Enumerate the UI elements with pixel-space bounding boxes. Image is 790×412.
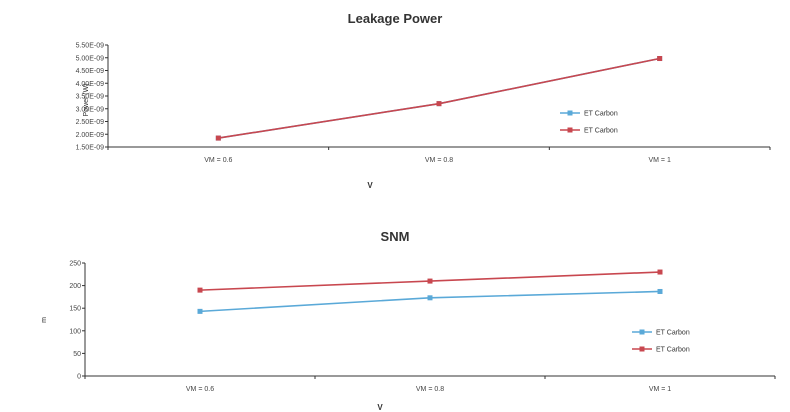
y-tick-label: 3.00E-09 <box>76 106 105 113</box>
data-point <box>657 288 663 294</box>
y-axis-label: Power (W) <box>83 83 90 116</box>
y-tick-label: 250 <box>69 261 81 268</box>
legend-label: ET Carbon <box>584 111 618 118</box>
y-tick-label: 150 <box>69 306 81 313</box>
data-point <box>657 269 663 275</box>
leakage-power-chart: Leakage Power 1.50E-09 2.00E-09 2.50E-09 3.… <box>0 0 790 200</box>
x-tick-label: VM = 0.8 <box>416 386 444 393</box>
legend-marker <box>567 127 573 133</box>
legend-marker <box>639 329 645 335</box>
legend-marker <box>639 346 645 352</box>
legend-label: ET Carbon <box>584 128 618 135</box>
x-tick-label: VM = 1 <box>649 386 671 393</box>
x-tick-label: VM = 0.6 <box>204 157 232 164</box>
legend-marker <box>567 110 573 116</box>
x-tick-label: VM = 0.6 <box>186 386 214 393</box>
x-axis-label: V <box>377 403 383 412</box>
series-line <box>199 290 661 313</box>
y-tick-label: 50 <box>73 351 81 358</box>
chart-title: Leakage Power <box>347 11 443 26</box>
y-tick-label: 2.00E-09 <box>76 132 105 139</box>
data-point <box>427 278 433 284</box>
legend-label: ET Carbon <box>656 347 690 354</box>
chart-title: SNM <box>380 229 410 244</box>
y-tick-label: 4.50E-09 <box>76 68 105 75</box>
leakage-power-plot: 1.50E-09 2.00E-09 2.50E-09 3.00E-09 3.50E-09… <box>76 43 771 190</box>
series-line <box>218 57 660 139</box>
snm-chart: SNM 0 50 100 150 200 250 VM = 0.6 VM = 0.8 VM = … <box>0 222 790 412</box>
y-tick-label: 2.50E-09 <box>76 119 105 126</box>
y-tick-label: 100 <box>69 328 81 335</box>
data-point <box>197 287 203 293</box>
data-point <box>197 308 203 314</box>
y-tick-label: 4.00E-09 <box>76 81 105 88</box>
y-tick-label: 5.00E-09 <box>76 55 105 62</box>
x-tick-label: VM = 1 <box>648 157 670 164</box>
x-axis-label: V <box>367 181 373 190</box>
data-point <box>427 295 433 301</box>
snm-plot: 0 50 100 150 200 250 VM = 0.6 VM = 0.8 VM = 1 Vm E… <box>41 261 776 412</box>
y-axis-label: m <box>41 317 48 323</box>
data-point <box>436 101 442 107</box>
y-tick-label: 5.50E-09 <box>76 43 105 50</box>
y-tick-label: 1.50E-09 <box>76 145 105 152</box>
y-tick-label: 3.50E-09 <box>76 94 105 101</box>
y-tick-label: 0 <box>77 374 81 381</box>
legend-label: ET Carbon <box>656 330 690 337</box>
data-point <box>657 56 663 62</box>
x-tick-label: VM = 0.8 <box>425 157 453 164</box>
series-line <box>218 57 660 139</box>
y-tick-label: 200 <box>69 283 81 290</box>
data-point <box>215 135 221 141</box>
